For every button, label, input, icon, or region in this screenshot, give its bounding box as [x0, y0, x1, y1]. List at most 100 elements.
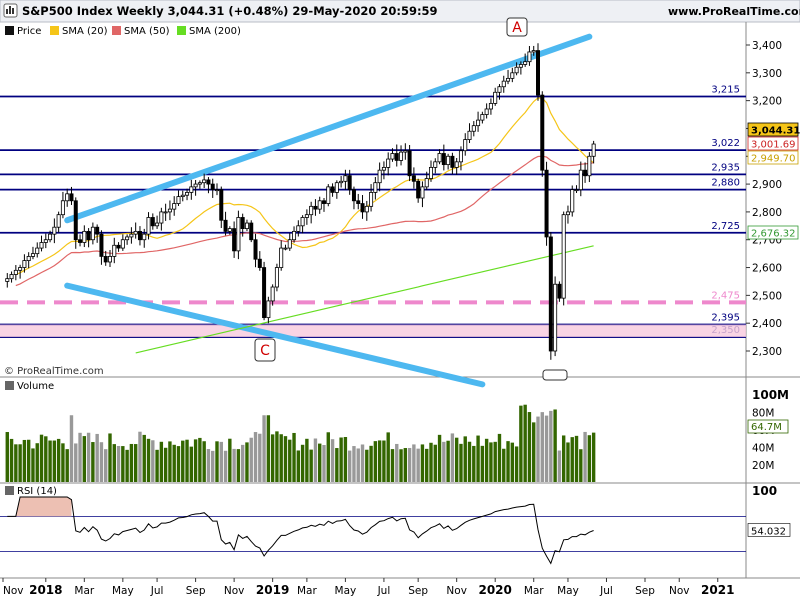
volume-icon [5, 381, 14, 390]
volume-bar [283, 436, 288, 482]
volume-bar [270, 434, 275, 482]
volume-bars [5, 404, 596, 482]
candle-body [270, 286, 275, 302]
volume-bar [104, 449, 108, 482]
time-tick-label: Jul [377, 585, 391, 597]
candle-body [377, 169, 382, 184]
candle-body [386, 158, 391, 168]
price-tick-label: 3,400 [752, 40, 782, 52]
value-tag-box [747, 225, 799, 240]
volume-bar [193, 439, 198, 482]
volume-bar [65, 449, 69, 482]
time-tick-label: 2021 [701, 583, 734, 597]
candle-body [78, 239, 83, 243]
candle-body [279, 247, 284, 268]
candle-body [304, 214, 309, 218]
site-link[interactable]: www.ProRealTime.com [668, 5, 800, 18]
candle-body [176, 196, 181, 204]
volume-bar [377, 440, 382, 482]
volume-bar [206, 449, 211, 482]
volume-bar [249, 437, 253, 482]
volume-bar [476, 435, 480, 482]
candle-body [471, 125, 476, 132]
candle-body [454, 161, 459, 168]
volume-bar [519, 405, 523, 482]
candle-body [69, 193, 74, 202]
rsi-title: RSI (14) [17, 486, 57, 497]
price-tick-label: 2,800 [752, 207, 782, 219]
candle-body [73, 200, 78, 241]
candle-body [30, 253, 35, 257]
support-zone [0, 324, 746, 338]
watermark: © ProRealTime.com [4, 366, 104, 377]
volume-bar [544, 415, 549, 482]
volume-bar [591, 432, 596, 482]
time-tick-label: May [112, 585, 134, 597]
volume-bar [159, 441, 164, 482]
price-tick-label: 2,400 [752, 318, 782, 330]
volume-tick-label: 80M [752, 408, 774, 420]
volume-bar [467, 441, 472, 482]
candle-body [548, 236, 553, 352]
candle-body [416, 180, 421, 199]
volume-bar [18, 444, 22, 482]
value-tag-box [747, 150, 799, 165]
volume-bar [532, 422, 536, 482]
price-axis-ticks: 3,4003,3003,2003,1003,0002,9002,8002,700… [746, 40, 782, 358]
candle-body [420, 186, 425, 199]
volume-bar [433, 444, 437, 482]
candle-body [90, 226, 95, 241]
volume-bar [322, 445, 326, 482]
candle-body [180, 194, 185, 198]
volume-bar [463, 436, 467, 482]
candle-body [253, 239, 258, 260]
rsi-tick-label: 100 [752, 484, 777, 498]
volume-bar [326, 432, 330, 482]
candle-body [399, 151, 404, 161]
trendline [64, 33, 593, 224]
candle-body [232, 228, 237, 252]
volume-bar [52, 440, 57, 482]
volume-title: Volume [17, 381, 54, 392]
candle-body [587, 155, 592, 177]
candle-body [227, 228, 232, 232]
level-label: 3,215 [711, 84, 740, 95]
candle-body [317, 200, 322, 210]
volume-bar [262, 415, 266, 482]
volume-bar [561, 435, 566, 482]
volume-bar [112, 444, 116, 482]
candle-body [39, 242, 44, 249]
volume-bar [309, 449, 313, 482]
volume-bar [574, 435, 579, 482]
candle-body [403, 150, 408, 153]
volume-bar [275, 431, 279, 482]
candle-body [292, 230, 297, 241]
volume-bar [557, 450, 562, 482]
time-tick-label: Jul [599, 585, 613, 597]
chart-title: S&P500 Index Weekly 3,044.31 (+0.48%) 29… [22, 4, 438, 18]
time-tick-label: Mar [524, 585, 544, 597]
candle-body [142, 233, 147, 241]
rsi-plot: 100 54.032 [0, 484, 791, 565]
volume-bar [91, 442, 95, 482]
volume-bar [296, 450, 301, 482]
volume-bar [425, 448, 429, 482]
candle-body [476, 119, 481, 127]
volume-bar [510, 442, 515, 482]
volume-bar [540, 412, 544, 482]
volume-bar [300, 444, 305, 482]
price-tick-label: 2,600 [752, 263, 782, 275]
legend-sma50: SMA (50) [124, 26, 170, 37]
candle-body [202, 179, 207, 184]
volume-bar [121, 446, 125, 482]
volume-bar [356, 448, 360, 482]
volume-bar [454, 437, 459, 482]
candle-body [43, 239, 48, 243]
volume-bar [176, 446, 181, 482]
candle-body [150, 217, 155, 227]
volume-bar [78, 432, 82, 482]
candle-body [330, 186, 335, 193]
